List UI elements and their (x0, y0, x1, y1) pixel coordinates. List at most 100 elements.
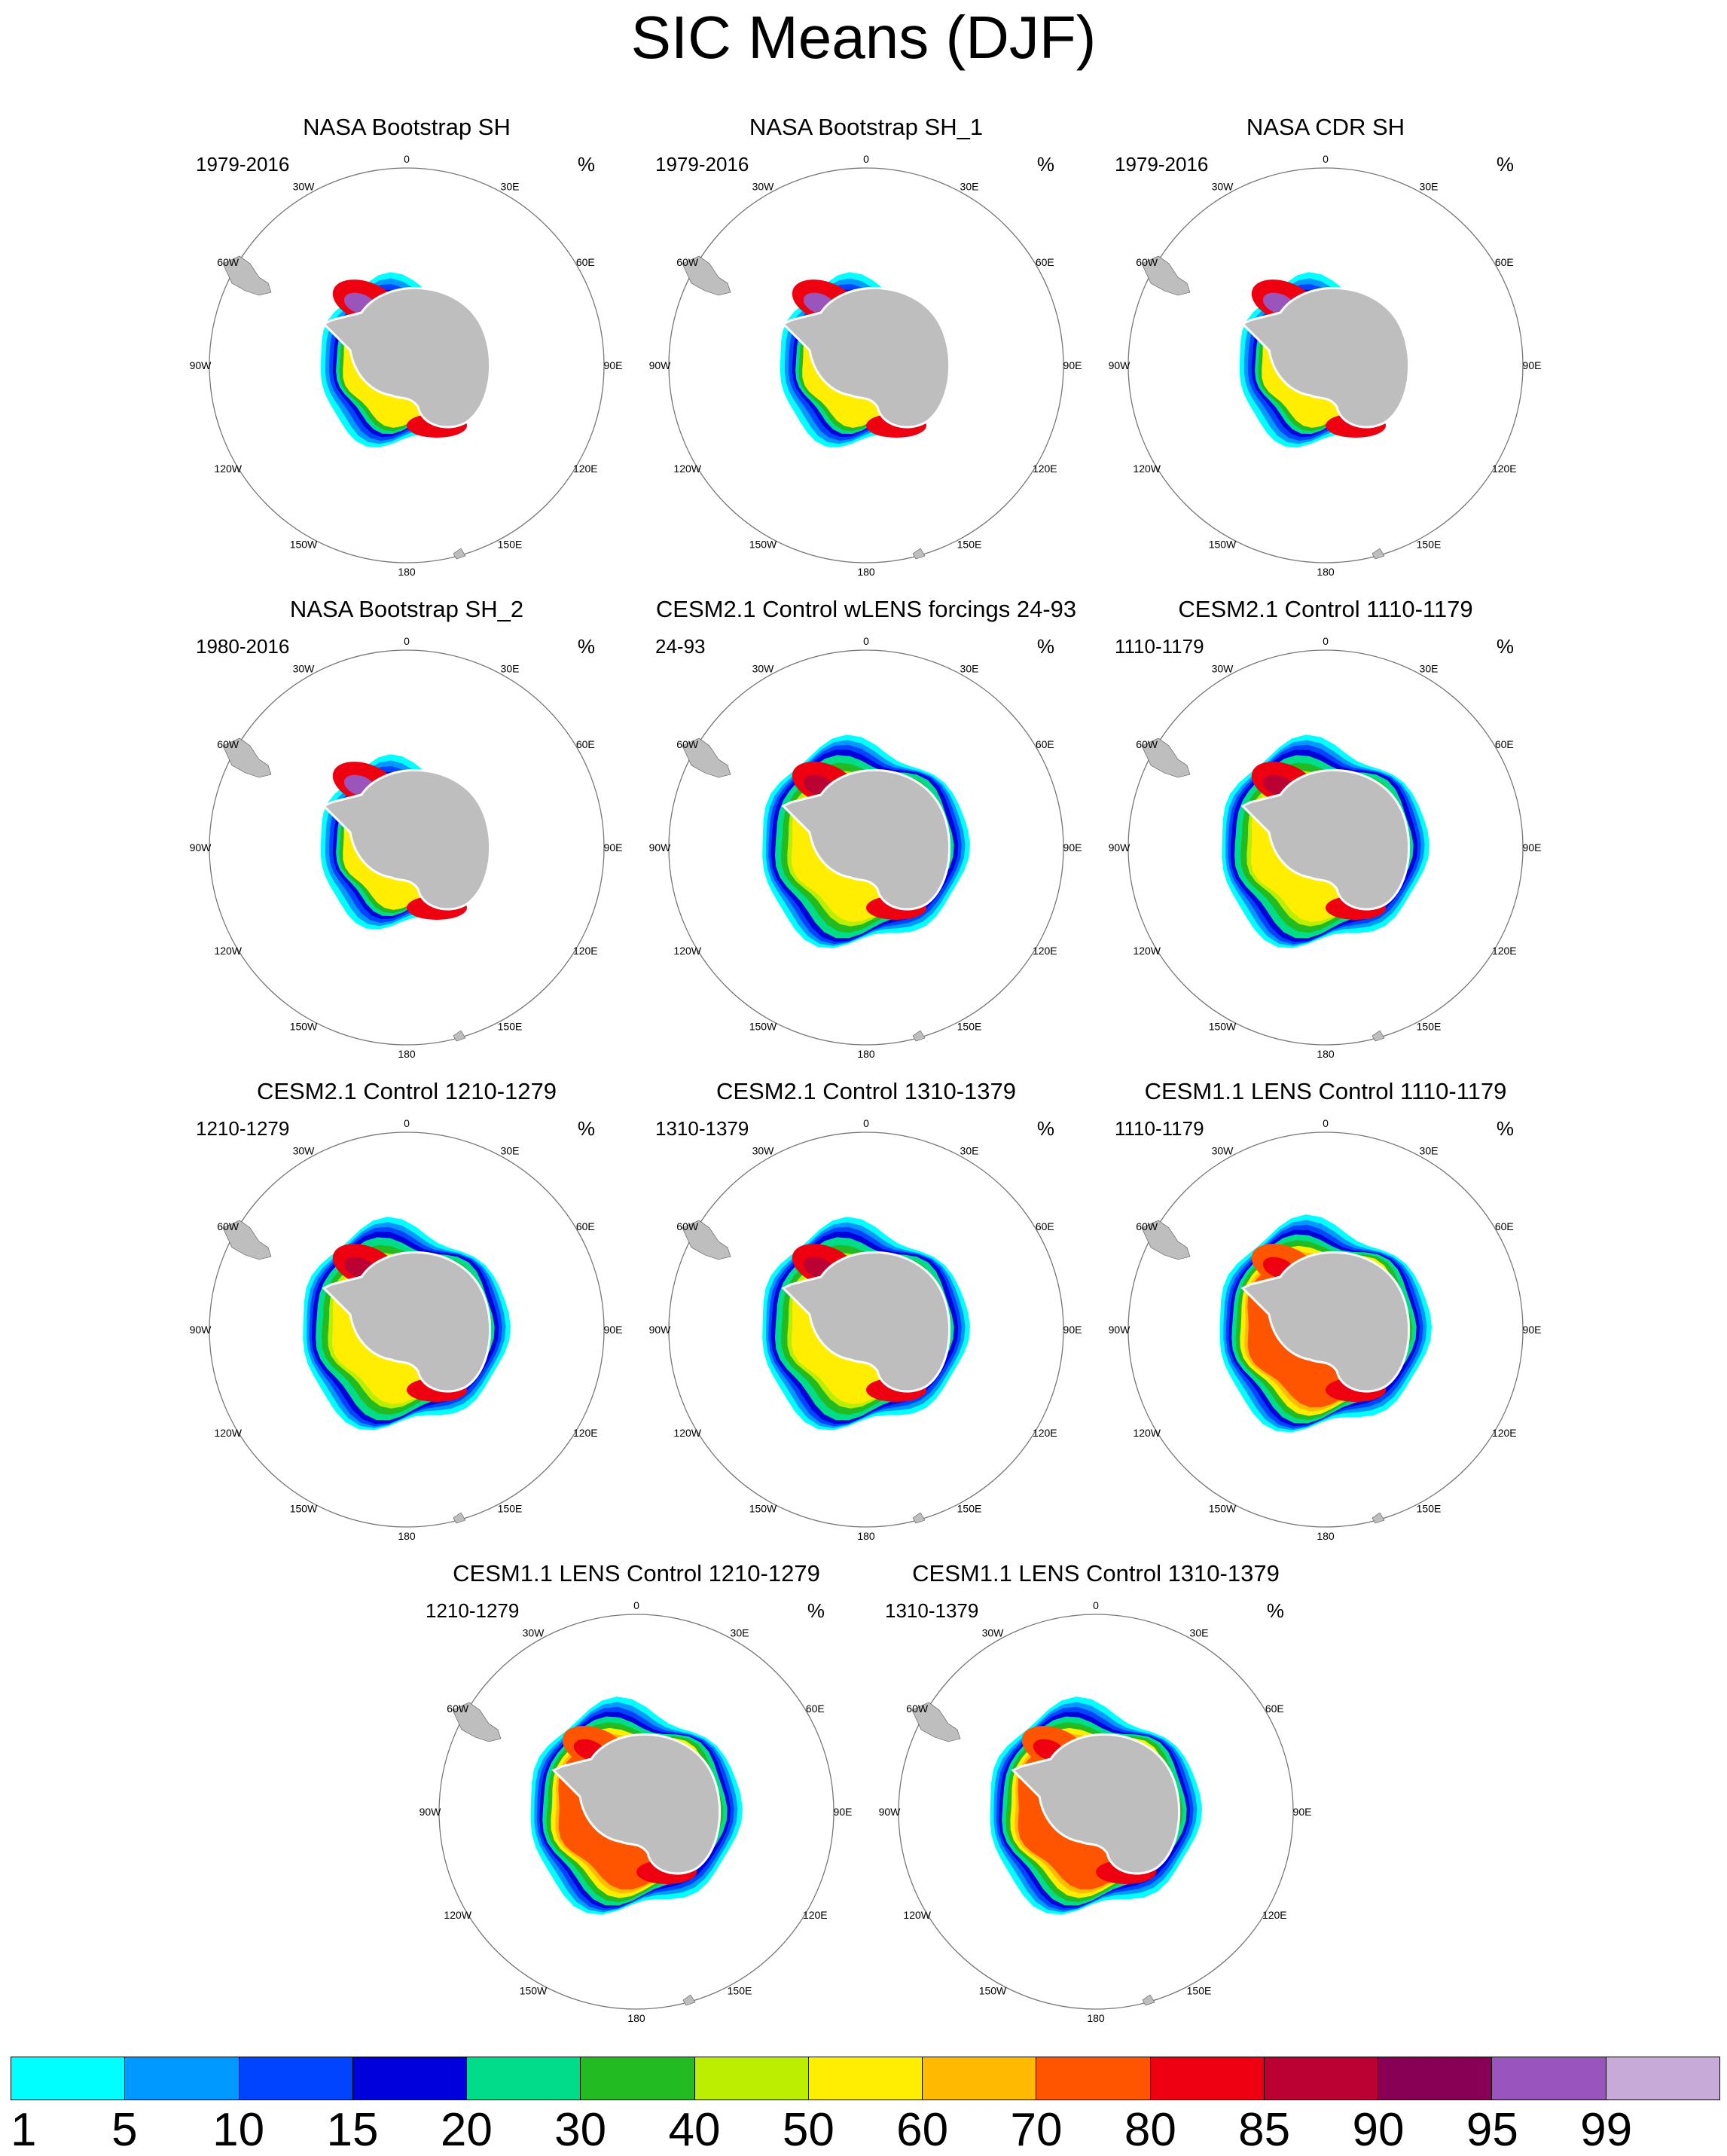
longitude-label: 150W (290, 1502, 318, 1514)
longitude-label: 150W (749, 1502, 777, 1514)
colorbar-tick-label: 60 (896, 2104, 949, 2156)
longitude-label: 60W (676, 256, 699, 268)
map-panel: 0 30E 60E 90E 120E 150E 180 150W 120W 90W 60W 30W NA… (190, 595, 623, 1062)
longitude-label: 90W (420, 1806, 442, 1818)
island-land (912, 548, 926, 560)
longitude-label: 60E (576, 256, 595, 268)
south-america-land (1141, 1220, 1191, 1260)
island-land (453, 1030, 466, 1042)
longitude-label: 180 (857, 566, 875, 578)
panel-title: CESM1.1 LENS Control 1110-1179 (1144, 1078, 1507, 1104)
longitude-label: 0 (863, 635, 869, 647)
south-america-land (682, 255, 731, 296)
longitude-label: 90E (604, 1324, 623, 1336)
longitude-label: 90W (190, 1324, 212, 1336)
longitude-label: 90W (190, 841, 212, 854)
map-panel: 0 30E 60E 90E 120E 150E 180 150W 120W 90W 60W 30W CE… (420, 1559, 853, 2026)
south-america-land (1141, 737, 1191, 778)
south-america-land (682, 737, 731, 778)
longitude-label: 30E (501, 181, 520, 193)
longitude-label: 30W (293, 181, 316, 193)
longitude-label: 90E (1063, 359, 1082, 371)
longitude-label: 30E (960, 1145, 979, 1157)
longitude-label: 90W (649, 841, 672, 854)
island-land (912, 1512, 926, 1524)
island-land (1372, 548, 1385, 560)
longitude-label: 90E (1523, 1324, 1542, 1336)
longitude-label: 180 (398, 1530, 416, 1542)
longitude-label: 150E (498, 1502, 523, 1514)
island-land (453, 548, 466, 560)
polar-map: 0 30E 60E 90E 120E 150E 180 150W 120W 90W 60W 30W (879, 1599, 1312, 2024)
panel-years: 1210-1279 (426, 1599, 520, 1622)
longitude-label: 150W (749, 1020, 777, 1032)
longitude-label: 180 (398, 566, 416, 578)
panel-title: CESM1.1 LENS Control 1210-1279 (453, 1560, 820, 1586)
longitude-label: 120E (803, 1909, 828, 1921)
longitude-label: 30W (1212, 663, 1234, 675)
longitude-label: 0 (1093, 1599, 1099, 1611)
longitude-label: 90E (1293, 1806, 1312, 1818)
longitude-label: 120W (214, 1427, 242, 1439)
longitude-label: 60W (217, 738, 240, 750)
longitude-label: 120E (1492, 463, 1517, 475)
colorbar-tick-label: 30 (554, 2104, 607, 2156)
colorbar-tick-label: 50 (782, 2104, 835, 2156)
panel-years: 1979-2016 (1115, 153, 1209, 176)
longitude-label: 0 (1323, 153, 1329, 165)
longitude-label: 150E (728, 1984, 752, 1996)
longitude-label: 60W (906, 1703, 929, 1715)
colorbar-box (11, 2057, 126, 2100)
island-land (912, 1030, 926, 1042)
longitude-label: 150W (1209, 538, 1237, 550)
colorbar-tick-label: 95 (1466, 2104, 1518, 2156)
panel-unit: % (1036, 153, 1054, 176)
colorbar-tick-label: 20 (440, 2104, 493, 2156)
panel-years: 1310-1379 (885, 1599, 979, 1622)
polar-map: 0 30E 60E 90E 120E 150E 180 150W 120W 90W 60W 30W (1109, 635, 1542, 1060)
island-land (453, 1512, 466, 1524)
longitude-label: 30E (1190, 1627, 1209, 1639)
longitude-label: 90E (1063, 841, 1082, 854)
colorbar-box (467, 2057, 581, 2100)
map-panel: 0 30E 60E 90E 120E 150E 180 150W 120W 90W 60W 30W CE… (879, 1559, 1312, 2026)
longitude-label: 120E (1492, 1427, 1517, 1439)
panel-title: CESM1.1 LENS Control 1310-1379 (912, 1560, 1280, 1586)
longitude-label: 150E (498, 538, 523, 550)
longitude-label: 0 (1323, 1117, 1329, 1129)
longitude-label: 150W (749, 538, 777, 550)
map-panel: 0 30E 60E 90E 120E 150E 180 150W 120W 90W 60W 30W CE… (1109, 595, 1542, 1062)
polar-map: 0 30E 60E 90E 120E 150E 180 150W 120W 90W 60W 30W (649, 153, 1082, 578)
longitude-label: 180 (857, 1048, 875, 1060)
longitude-label: 120E (573, 945, 598, 957)
colorbar-tick-label: 80 (1124, 2104, 1176, 2156)
longitude-label: 180 (857, 1530, 875, 1542)
longitude-label: 0 (633, 1599, 639, 1611)
longitude-label: 30W (752, 181, 775, 193)
longitude-label: 60W (1136, 738, 1158, 750)
longitude-label: 120E (1033, 1427, 1057, 1439)
longitude-label: 150W (520, 1984, 548, 1996)
longitude-label: 90W (1109, 359, 1131, 371)
longitude-label: 150E (1417, 1020, 1442, 1032)
antarctica-land (781, 768, 951, 911)
longitude-label: 150W (290, 1020, 318, 1032)
panel-unit: % (577, 153, 595, 176)
longitude-label: 60E (1495, 1220, 1514, 1232)
longitude-label: 90W (879, 1806, 902, 1818)
longitude-label: 30W (982, 1627, 1005, 1639)
longitude-label: 90E (1523, 359, 1542, 371)
colorbar (11, 2057, 1720, 2100)
map-panel: 0 30E 60E 90E 120E 150E 180 150W 120W 90W 60W 30W NA… (190, 113, 623, 580)
island-land (1372, 1512, 1385, 1524)
panel-unit: % (1036, 635, 1054, 658)
longitude-label: 120W (1133, 463, 1161, 475)
longitude-label: 120E (1033, 945, 1057, 957)
colorbar-box (1036, 2057, 1151, 2100)
panel-unit: % (1266, 1599, 1284, 1622)
longitude-label: 120W (673, 1427, 701, 1439)
map-panel: 0 30E 60E 90E 120E 150E 180 150W 120W 90W 60W 30W NA… (1109, 113, 1542, 580)
panel-years: 24-93 (655, 635, 706, 658)
colorbar-tick-label: 40 (668, 2104, 721, 2156)
colorbar-tick-label: 5 (111, 2104, 138, 2156)
